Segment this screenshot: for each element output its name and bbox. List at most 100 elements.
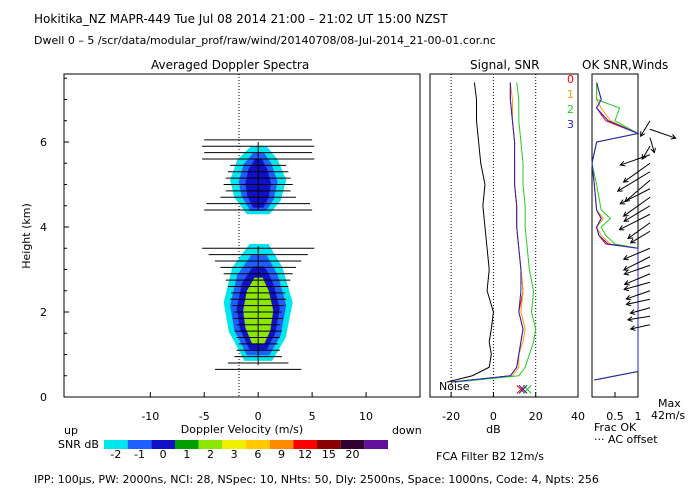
colorbar-label: 2 [207,448,214,461]
colorbar-swatch [293,440,317,449]
wind-vector [649,137,655,153]
signal-series-1 [451,82,526,383]
colorbar-label: 3 [231,448,238,461]
signal-marker-0 [516,384,526,394]
wind-vector-head [627,233,633,240]
fca-label: FCA Filter B2 12m/s [436,450,544,463]
colorbar-label: 1 [183,448,190,461]
wind-vector [623,205,651,222]
noise-label: Noise [439,380,470,393]
wind-vector [649,128,676,139]
wind-vector [619,213,651,231]
colorbar-swatch [317,440,341,449]
wind-vector-head [641,154,647,161]
max-speed-label: 42m/s [651,409,686,422]
wind-vector-head [616,186,623,192]
ok-title: OK SNR,Winds [582,58,669,72]
snr-db-label: SNR dB [58,438,99,451]
colorbar-label: 12 [298,448,312,461]
down-label: down [392,424,422,437]
wind-vector-head [623,280,630,286]
wind-vector [624,273,651,285]
wind-vector-head [670,134,677,140]
colorbar-swatch [175,440,199,449]
colorbar-label: 20 [346,448,360,461]
wind-vector-head [629,325,636,331]
y-tick-label: 6 [40,136,47,149]
frac-ok-label: Frac OK [594,421,637,434]
wind-vector [626,298,651,305]
y-tick-label: 0 [40,391,47,404]
wind-vector [630,307,651,314]
max-label: Max [658,397,681,410]
up-label: up [64,424,78,437]
wind-vector-head [626,316,633,322]
wind-vector [624,179,651,202]
wind-vector-head [622,211,629,217]
colorbar-swatch [151,440,175,449]
wind-vector-head [623,285,630,292]
colorbar-label: -2 [110,448,121,461]
x-tick-label: -10 [141,410,159,423]
colorbar-swatch [198,440,223,449]
spectra-frame [63,73,421,398]
wind-vector-head [625,294,632,301]
legend-2: 2 [567,103,574,116]
wind-vector-head [629,238,636,244]
wind-vector [623,281,651,290]
signal-x-tick-label: 20 [529,410,543,423]
wind-vector [623,256,651,271]
footer-params: IPP: 100μs, PW: 2000ns, NCI: 28, NSpec: … [34,473,599,486]
wind-vector [620,154,651,166]
signal-x-tick-label: -20 [442,410,460,423]
ok-x-tick-label: 0.5 [606,410,624,423]
wind-vector [627,222,651,239]
wind-vector [640,120,651,137]
wind-vector [630,324,651,330]
wind-vector-head [629,309,636,315]
wind-vector [624,264,651,275]
wind-vector-head [619,160,626,167]
y-tick-label: 2 [40,306,47,319]
ok-x-tick-label: 1 [635,410,642,423]
legend-3: 3 [567,118,574,131]
wind-vector [623,162,651,183]
colorbar-swatch [246,440,270,449]
x-tick-label: 0 [255,410,262,423]
colorbar-swatch [127,440,152,449]
colorbar-label: 15 [322,448,336,461]
wind-vector-head [622,177,629,183]
signal-frame [429,73,579,398]
colorbar-swatch [104,440,128,449]
wind-vector-head [624,196,631,203]
wind-vector-head [623,216,630,222]
signal-series-2 [455,82,537,383]
y-axis-label: Height (km) [20,203,33,269]
wind-vector [617,171,651,192]
colorbar-swatch [340,440,365,449]
colorbar-label: 0 [160,448,167,461]
colorbar-label: -1 [134,448,145,461]
wind-vector-head [622,255,629,261]
colorbar-swatch [269,440,294,449]
wind-vector [623,247,651,260]
signal-marker-2 [522,384,532,394]
colorbar-label: 6 [254,448,261,461]
wind-vector-head [640,131,646,138]
ok-series-3 [591,82,640,381]
ac-offset-label: ··· AC offset [594,433,658,446]
x-tick-label: 10 [359,410,373,423]
signal-series-0 [451,82,524,383]
ok-series-1 [591,82,640,381]
wind-vector-head [618,225,625,231]
signal-x-tick-label: 0 [490,410,497,423]
header-title: Hokitika_NZ MAPR-449 Tue Jul 08 2014 21:… [34,12,448,26]
signal-x-axis-label: dB [486,423,501,436]
x-axis-label: Doppler Velocity (m/s) [181,423,303,436]
colorbar-swatch [222,440,246,449]
x-tick-label: 5 [309,410,316,423]
y-tick-label: 4 [40,221,47,234]
colorbar-swatch [364,440,388,449]
signal-series-3 [451,82,524,383]
